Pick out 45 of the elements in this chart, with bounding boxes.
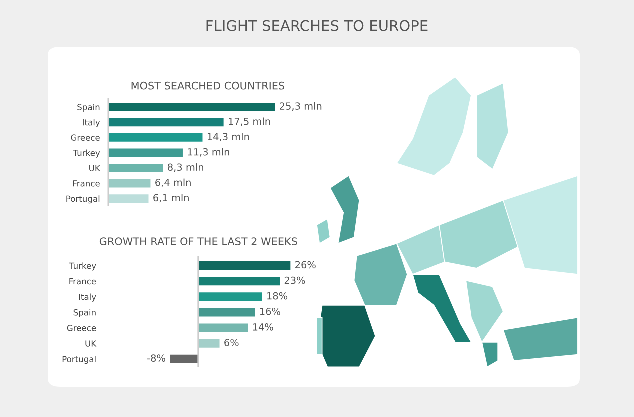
bar [198,339,220,348]
y-tick-label: France [70,278,96,285]
bar [108,134,203,142]
data-label: 14% [253,324,274,331]
chart-title: GROWTH RATE OF THE LAST 2 WEEKS [100,238,298,246]
text: FLIGHT SEARCHES TO EUROPE [206,20,428,32]
data-label: 25,3 mln [280,102,322,111]
bar [108,179,151,188]
data-label: -8% [148,354,166,362]
bar [198,262,291,270]
data-label: 11,3 mln [188,148,230,157]
y-tick-label: Greece [67,325,96,332]
data-label: 14,3 mln [208,132,250,142]
bar [198,292,262,302]
bar [170,354,198,364]
y-tick-label: Turkey [69,262,96,271]
bar [108,102,276,112]
data-label: 8,3 mln [168,164,204,172]
bar [108,148,183,158]
y-tick-label: Portugal [62,356,96,364]
bar [198,324,248,332]
y-tick-label: UK [90,165,101,172]
y-tick-label: Spain [78,104,100,112]
y-tick-label: UK [86,340,97,347]
data-label: 23% [284,276,306,284]
data-label: 17,5 mln [229,118,270,126]
data-label: 18% [268,292,288,300]
data-label: 6% [224,339,239,346]
chart-subtitle: MOST SEARCHED COUNTRIES [132,82,285,90]
y-tick-label: Greece [71,134,100,141]
data-label: 26% [296,261,316,269]
y-tick-label: France [73,180,100,187]
bar [108,194,149,203]
bar [198,308,256,317]
y-tick-label: Spain [74,309,96,318]
y-tick-label: Italy [79,294,96,302]
data-label: 6,1 mln [154,194,189,203]
y-tick-label: Portugal [66,196,100,204]
bar [198,277,280,286]
y-tick-label: Italy [83,119,100,128]
data-label: 16% [260,308,280,316]
y-tick-label: Turkey [73,150,100,158]
bar [108,118,224,127]
data-label: 6,4 mln [156,178,191,188]
bar [108,164,164,172]
